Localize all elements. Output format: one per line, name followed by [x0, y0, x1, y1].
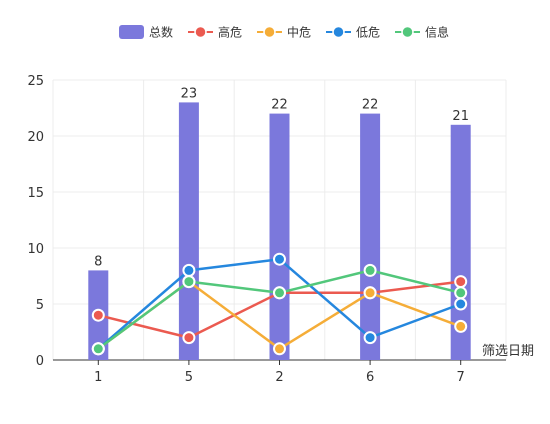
x-tick-label: 5	[185, 370, 193, 385]
series-point	[454, 297, 468, 311]
bar	[178, 102, 199, 361]
series-point	[182, 263, 196, 277]
y-tick-label: 25	[27, 74, 44, 89]
series-point	[91, 342, 105, 356]
data-labels: 8 23 22 22 21	[94, 86, 469, 269]
series-point	[273, 342, 286, 356]
y-tick-label: 20	[27, 130, 44, 145]
legend-label: 中危	[287, 25, 311, 40]
legend-marker	[332, 25, 345, 39]
y-tick-label: 15	[27, 186, 44, 201]
series-point	[363, 263, 377, 277]
series-point	[273, 286, 286, 300]
bar-value-label: 22	[271, 98, 288, 113]
series-point	[454, 286, 468, 300]
series-point	[273, 252, 286, 266]
legend-label: 低危	[356, 26, 380, 40]
legend-marker	[263, 25, 276, 39]
x-tick-label: 7	[457, 370, 465, 385]
y-tick-label: 5	[36, 298, 44, 313]
bar	[269, 113, 290, 360]
legend-label: 高危	[218, 25, 242, 40]
legend-swatch	[119, 25, 144, 39]
series-point	[454, 275, 468, 289]
series-point	[182, 331, 196, 345]
legend-label: 总数	[149, 25, 173, 40]
legend: 总数 高危 中危 低危 信息	[119, 25, 449, 40]
series-point	[363, 286, 377, 300]
x-axis-title: 筛选日期	[482, 344, 534, 359]
bar-value-label: 22	[362, 98, 379, 113]
x-tick-label: 2	[275, 370, 283, 385]
line-points	[91, 252, 468, 356]
legend-marker	[401, 25, 414, 39]
series-point	[363, 331, 377, 345]
y-tick-label: 0	[36, 354, 44, 369]
x-tick-label: 1	[94, 370, 102, 385]
bar-value-label: 23	[181, 86, 198, 101]
bar-value-label: 8	[94, 254, 102, 269]
bar	[360, 113, 381, 360]
y-tick-label: 10	[27, 242, 44, 257]
series-point	[454, 319, 468, 333]
legend-label: 信息	[425, 25, 449, 40]
series-point	[182, 275, 196, 289]
x-tick-label: 6	[366, 370, 374, 385]
bar-value-label: 21	[452, 109, 469, 124]
legend-marker	[194, 25, 207, 39]
series-point	[91, 308, 105, 322]
